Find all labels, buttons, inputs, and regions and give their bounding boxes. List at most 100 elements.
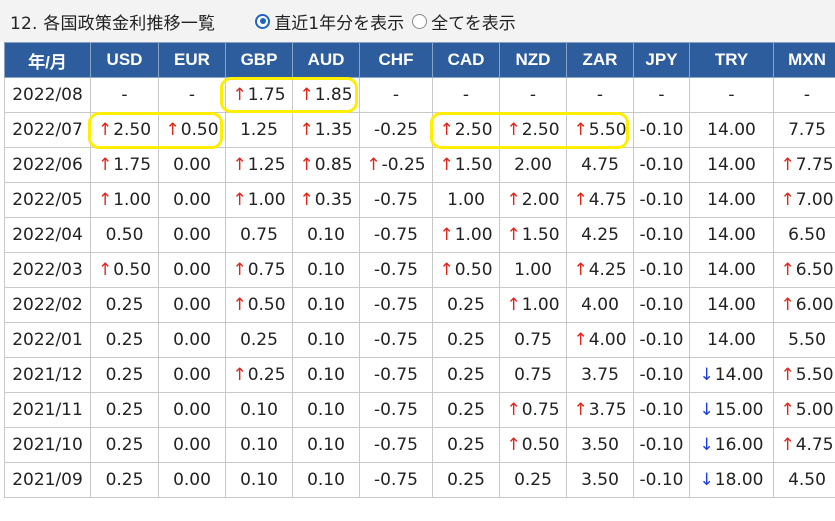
- policy-rate-table: 年/月 USD EUR GBP AUD CHF CAD NZD ZAR JPY TRY MXN 202…: [4, 42, 835, 498]
- rate-cell: 0.75: [499, 357, 567, 393]
- rate-value: 0.50: [521, 435, 560, 455]
- rate-value: 0.35: [314, 190, 353, 210]
- rate-cell: 0.00: [158, 182, 226, 218]
- rate-value: 0.10: [307, 400, 345, 420]
- rate-cell: 0.10: [292, 322, 360, 358]
- rate-cell: -0.75: [359, 182, 433, 218]
- rate-cell: 0.75: [499, 322, 567, 358]
- rate-value: 0.00: [173, 260, 211, 280]
- rate-value: 0.10: [240, 400, 278, 420]
- rate-value: 5.50: [795, 365, 834, 385]
- rate-value: 7.00: [795, 190, 834, 210]
- recent-year-radio[interactable]: 直近1年分を表示: [255, 9, 404, 34]
- arrow-up-icon: ↑: [232, 190, 247, 210]
- rate-cell: 0.25: [90, 322, 159, 358]
- rate-value: -0.10: [639, 400, 684, 420]
- show-all-radio[interactable]: 全てを表示: [412, 9, 516, 34]
- rate-cell: 0.10: [292, 392, 360, 428]
- rate-value: 1.85: [314, 85, 353, 105]
- rate-value: 0.00: [173, 155, 211, 175]
- rate-value: 2.50: [113, 120, 152, 140]
- rate-cell: 0.25: [432, 287, 500, 323]
- column-header-mxn: MXN: [773, 42, 835, 78]
- rate-cell: -0.10: [633, 427, 690, 463]
- rate-cell: -0.75: [359, 462, 433, 498]
- table-row: 2021/10 0.25 0.00 0.10 0.10 -0.75 0.25 ↑0.50 3.5…: [4, 427, 835, 463]
- rate-value: 3.75: [588, 400, 627, 420]
- rate-value: 0.10: [307, 330, 345, 350]
- rate-cell: ↑1.85: [292, 77, 360, 113]
- rate-cell: -0.10: [633, 217, 690, 253]
- rate-cell: ↑0.75: [499, 392, 567, 428]
- rate-cell: ↑4.25: [566, 252, 634, 288]
- rate-value: 14.00: [714, 365, 764, 385]
- rate-cell: ↑1.00: [90, 182, 159, 218]
- rate-cell: -: [499, 77, 567, 113]
- rate-value: -: [188, 85, 196, 105]
- rate-cell: ↑1.00: [225, 182, 293, 218]
- row-date: 2022/04: [4, 217, 91, 253]
- rate-cell: 14.00: [689, 147, 774, 183]
- radio-unselected-icon[interactable]: [412, 13, 428, 29]
- rate-value: 0.25: [105, 470, 144, 490]
- section-header: 12. 各国政策金利推移一覧 直近1年分を表示 全てを表示: [0, 0, 835, 42]
- rate-cell: 0.00: [158, 287, 226, 323]
- rate-cell: 0.10: [292, 217, 360, 253]
- rate-cell: 6.50: [773, 217, 835, 253]
- arrow-up-icon: ↑: [232, 365, 247, 385]
- arrow-up-icon: ↑: [780, 365, 795, 385]
- rate-value: 0.25: [105, 365, 144, 385]
- arrow-up-icon: ↑: [506, 435, 521, 455]
- row-date: 2022/05: [4, 182, 91, 218]
- arrow-up-icon: ↑: [299, 190, 314, 210]
- rate-cell: ↑1.00: [432, 217, 500, 253]
- rate-cell: ↑7.75: [773, 147, 835, 183]
- rate-cell: 0.25: [432, 357, 500, 393]
- rate-value: 1.00: [514, 260, 552, 280]
- rate-value: 0.75: [247, 260, 286, 280]
- rate-value: 0.50: [454, 260, 493, 280]
- arrow-up-icon: ↑: [97, 190, 113, 210]
- rate-value: 4.75: [581, 155, 619, 175]
- rate-cell: -0.75: [359, 287, 433, 323]
- rate-value: -: [803, 85, 811, 105]
- rate-cell: -: [432, 77, 500, 113]
- radio-selected-icon[interactable]: [255, 13, 271, 29]
- arrow-up-icon: ↑: [506, 400, 521, 420]
- rate-cell: 0.25: [432, 462, 500, 498]
- rate-value: 1.25: [240, 120, 278, 140]
- row-date: 2022/07: [4, 112, 91, 148]
- rate-value: 14.00: [707, 295, 756, 315]
- rate-value: 1.00: [113, 190, 152, 210]
- arrow-down-icon: ↓: [699, 435, 714, 455]
- arrow-up-icon: ↑: [165, 120, 180, 140]
- rate-cell: 0.10: [225, 427, 293, 463]
- table-row: 2021/11 0.25 0.00 0.10 0.10 -0.75 0.25 ↑0.75 ↑3.…: [4, 392, 835, 428]
- rate-cell: ↑1.00: [499, 287, 567, 323]
- rate-cell: 0.25: [432, 392, 500, 428]
- rate-value: -0.10: [639, 330, 684, 350]
- column-header-gbp: GBP: [225, 42, 293, 78]
- rate-value: -0.75: [374, 435, 418, 455]
- rate-value: 0.00: [173, 330, 211, 350]
- rate-cell: 3.50: [566, 462, 634, 498]
- rate-value: 4.25: [581, 225, 619, 245]
- rate-value: 0.25: [447, 400, 485, 420]
- recent-year-label: 直近1年分を表示: [274, 13, 405, 34]
- row-date: 2022/03: [4, 252, 91, 288]
- rate-cell: ↑2.50: [432, 112, 500, 148]
- rate-cell: 0.10: [225, 462, 293, 498]
- rate-value: -0.75: [374, 295, 418, 315]
- rate-value: -: [728, 85, 735, 105]
- column-header-date: 年/月: [4, 42, 91, 78]
- rate-value: 2.50: [454, 120, 493, 140]
- arrow-up-icon: ↑: [506, 120, 521, 140]
- row-date: 2022/02: [4, 287, 91, 323]
- rate-value: 14.00: [707, 330, 756, 350]
- table-body: 2022/08- - ↑1.75 ↑1.85- - - - - - -2022/07 ↑2.50 ↑0…: [4, 77, 835, 498]
- rate-value: 1.00: [247, 190, 286, 210]
- arrow-up-icon: ↑: [97, 155, 113, 175]
- row-date: 2022/08: [4, 77, 91, 113]
- rate-cell: ↓15.00: [689, 392, 774, 428]
- rate-value: 0.85: [314, 155, 353, 175]
